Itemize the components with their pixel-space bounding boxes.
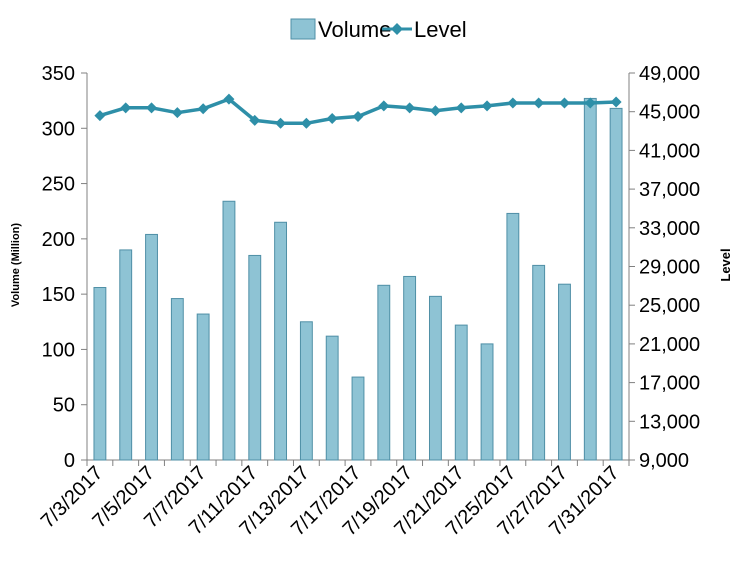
axes: 0 50 100 150 200 250 300 350 9,000 13,000 17,000 21…: [37, 63, 700, 540]
volume-bar: [428, 295, 442, 461]
level-point: [94, 110, 106, 122]
legend-label-volume: Volume: [318, 17, 391, 42]
level-point: [584, 97, 596, 109]
level-point: [223, 93, 235, 105]
volume-bar: [222, 200, 236, 461]
level-point: [197, 103, 209, 115]
volume-bar: [196, 313, 210, 461]
legend: Volume Level: [290, 17, 467, 42]
level-point: [275, 117, 287, 129]
volume-bar: [480, 343, 494, 461]
y-right-tick-label: 17,000: [639, 373, 700, 395]
y-right-tick-label: 37,000: [639, 179, 700, 201]
volume-bar: [248, 254, 262, 461]
level-point: [533, 97, 545, 109]
y-right-tick-label: 21,000: [639, 334, 700, 356]
y-left-tick-label: 200: [42, 229, 75, 251]
level-point: [249, 114, 261, 126]
legend-marker-level: [391, 23, 403, 35]
level-point: [120, 102, 132, 114]
y-left-tick-label: 350: [42, 63, 75, 85]
level-point: [455, 102, 467, 114]
volume-bar: [145, 233, 158, 461]
volume-bar: [325, 335, 339, 461]
volume-bar: [299, 321, 313, 461]
level-point: [378, 100, 390, 112]
level-point: [404, 102, 416, 114]
y-right-tick-label: 33,000: [639, 218, 700, 240]
volume-bar: [377, 284, 391, 461]
volume-bar: [583, 97, 597, 461]
y-right-tick-label: 41,000: [639, 140, 700, 162]
y-axis-left-label: Volume (Million): [10, 223, 22, 307]
y-left-tick-label: 0: [64, 450, 75, 472]
level-point: [326, 112, 338, 124]
volume-bar: [454, 324, 468, 461]
level-point: [558, 97, 570, 109]
volume-bar: [170, 298, 184, 461]
legend-swatch-volume: [290, 18, 316, 40]
y-left-tick-label: 100: [42, 339, 75, 361]
y-left-tick-label: 250: [42, 174, 75, 196]
level-point: [146, 102, 158, 114]
volume-bar: [274, 221, 288, 461]
volume-bar: [93, 287, 107, 461]
volume-bar: [506, 212, 520, 461]
level-point: [171, 107, 183, 119]
y-right-tick-label: 25,000: [639, 295, 700, 317]
y-right-tick-label: 45,000: [639, 102, 700, 124]
volume-bar: [403, 275, 417, 461]
y-right-tick-label: 29,000: [639, 257, 700, 279]
y-axis-right-label: Level: [718, 248, 733, 281]
volume-bar: [119, 249, 133, 461]
volume-bar: [351, 376, 365, 461]
level-line-series: [94, 93, 622, 129]
level-point: [300, 117, 312, 129]
volume-bar: [609, 107, 623, 461]
legend-label-level: Level: [414, 17, 467, 42]
volume-bar: [532, 264, 546, 461]
volume-bars: [93, 97, 623, 461]
y-left-tick-label: 300: [42, 118, 75, 140]
level-point: [429, 105, 441, 117]
level-point: [481, 100, 493, 112]
level-point: [352, 111, 364, 123]
level-point: [610, 96, 622, 108]
y-left-tick-label: 150: [42, 284, 75, 306]
volume-bar: [558, 283, 571, 461]
y-left-tick-label: 50: [53, 395, 75, 417]
y-right-tick-label: 9,000: [639, 450, 689, 472]
y-right-tick-label: 49,000: [639, 63, 700, 85]
y-right-tick-label: 13,000: [639, 411, 700, 433]
level-point: [507, 97, 519, 109]
